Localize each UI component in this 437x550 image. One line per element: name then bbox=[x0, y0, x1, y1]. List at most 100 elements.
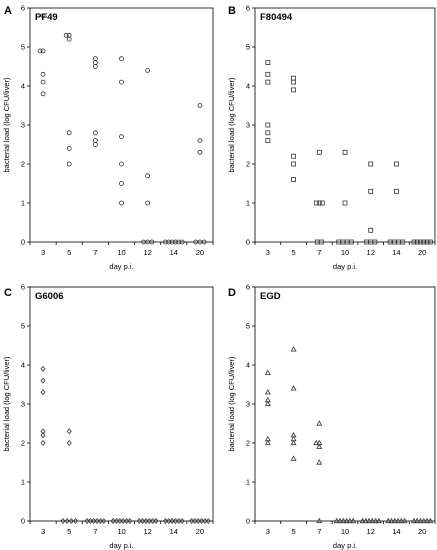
data-point bbox=[92, 138, 98, 144]
data-point bbox=[92, 142, 98, 147]
data-point bbox=[316, 517, 323, 524]
data-point bbox=[119, 79, 124, 85]
data-point bbox=[119, 134, 124, 140]
data-point bbox=[265, 122, 271, 128]
data-point bbox=[153, 517, 159, 525]
data-point bbox=[202, 517, 208, 525]
data-point bbox=[313, 439, 320, 446]
plot-frame bbox=[29, 286, 214, 522]
data-point bbox=[66, 145, 72, 151]
plot-frame bbox=[254, 286, 436, 522]
y-tick-label: 3 bbox=[246, 400, 250, 409]
data-point bbox=[66, 36, 72, 42]
data-point bbox=[368, 161, 374, 167]
data-point bbox=[316, 200, 322, 206]
data-point bbox=[97, 517, 103, 525]
data-point bbox=[120, 517, 126, 525]
data-point bbox=[145, 173, 151, 179]
x-tick-label: 7 bbox=[93, 527, 97, 536]
data-point bbox=[146, 517, 152, 525]
data-point bbox=[40, 71, 46, 77]
data-point bbox=[265, 60, 271, 65]
y-tick-label: 2 bbox=[21, 160, 25, 169]
data-point bbox=[60, 517, 66, 525]
data-point bbox=[145, 68, 151, 73]
data-point bbox=[40, 79, 46, 85]
data-point bbox=[92, 60, 98, 65]
data-point bbox=[421, 239, 427, 245]
data-point bbox=[117, 517, 123, 525]
panel-title: F80494 bbox=[260, 12, 293, 23]
data-point bbox=[372, 239, 378, 245]
x-axis-label: day p.i. bbox=[109, 262, 133, 271]
y-tick-label: 4 bbox=[246, 361, 250, 370]
y-tick-label: 5 bbox=[21, 43, 25, 52]
data-point bbox=[417, 517, 424, 524]
y-tick-label: 1 bbox=[21, 478, 25, 487]
x-tick-label: 12 bbox=[143, 248, 151, 257]
data-point bbox=[264, 439, 271, 446]
x-tick-label: 3 bbox=[266, 527, 270, 536]
data-point bbox=[179, 517, 185, 525]
data-point bbox=[66, 161, 72, 167]
data-point bbox=[119, 56, 124, 62]
y-axis-label: bacterial load (log CFU/liver) bbox=[2, 77, 11, 173]
data-point bbox=[92, 56, 98, 62]
data-point bbox=[265, 138, 271, 144]
data-point bbox=[169, 239, 175, 245]
data-point bbox=[72, 517, 79, 525]
data-point bbox=[385, 517, 392, 524]
data-point bbox=[398, 517, 405, 524]
data-point bbox=[149, 239, 155, 245]
data-point bbox=[176, 239, 182, 245]
data-point bbox=[291, 161, 296, 167]
x-tick-label: 12 bbox=[367, 527, 375, 536]
data-point bbox=[40, 91, 46, 97]
x-tick-label: 10 bbox=[117, 248, 125, 257]
data-point bbox=[291, 75, 296, 81]
y-tick-label: 1 bbox=[246, 199, 250, 208]
data-point bbox=[290, 439, 297, 446]
data-point bbox=[40, 377, 46, 384]
y-tick-label: 6 bbox=[21, 4, 25, 13]
data-point bbox=[394, 161, 399, 167]
x-tick-label: 12 bbox=[143, 527, 151, 536]
y-tick-label: 3 bbox=[21, 121, 25, 130]
data-point bbox=[127, 517, 133, 525]
data-point bbox=[166, 239, 172, 245]
x-tick-label: 20 bbox=[196, 248, 204, 257]
data-point bbox=[290, 385, 297, 391]
y-tick-label: 6 bbox=[246, 4, 250, 13]
data-point bbox=[313, 200, 319, 206]
data-point bbox=[150, 517, 156, 525]
data-point bbox=[418, 239, 423, 245]
data-point bbox=[420, 517, 427, 524]
data-point bbox=[136, 517, 142, 525]
panel-title: EGD bbox=[260, 291, 281, 302]
y-tick-label: 6 bbox=[246, 283, 250, 292]
data-point bbox=[342, 149, 348, 155]
x-tick-label: 20 bbox=[418, 527, 426, 536]
data-point bbox=[199, 517, 205, 525]
x-tick-label: 20 bbox=[196, 527, 204, 536]
y-tick-label: 0 bbox=[246, 238, 250, 247]
x-tick-label: 10 bbox=[341, 527, 349, 536]
data-point bbox=[394, 188, 399, 194]
data-point bbox=[424, 517, 431, 524]
data-point bbox=[110, 517, 116, 525]
x-axis-label: day p.i. bbox=[333, 541, 357, 550]
data-point bbox=[291, 153, 296, 159]
y-tick-label: 3 bbox=[246, 121, 250, 130]
y-tick-label: 5 bbox=[246, 43, 250, 52]
data-point bbox=[424, 239, 430, 245]
data-point bbox=[68, 517, 74, 525]
data-point bbox=[359, 517, 366, 524]
data-point bbox=[343, 517, 350, 524]
panel-title: G6006 bbox=[35, 291, 64, 302]
data-point bbox=[87, 517, 93, 525]
y-tick-label: 5 bbox=[21, 322, 25, 331]
data-point bbox=[40, 439, 46, 447]
